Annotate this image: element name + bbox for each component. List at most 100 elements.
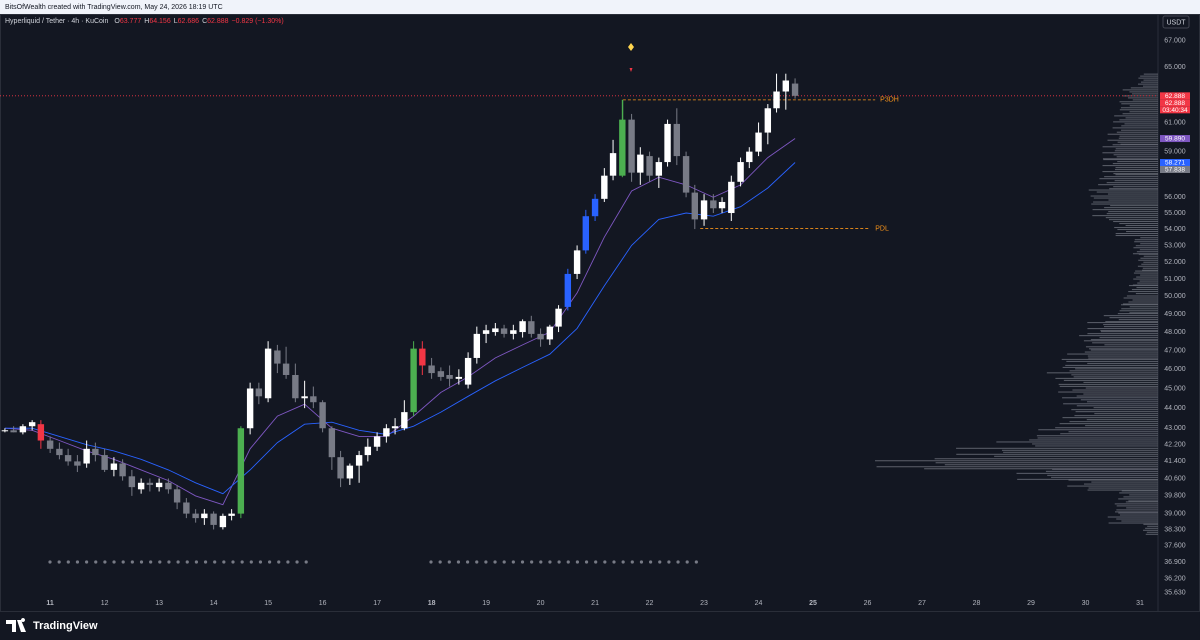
volume-profile-bar bbox=[1143, 523, 1158, 525]
volume-profile-bar bbox=[1091, 481, 1158, 483]
volume-profile-bar bbox=[1137, 282, 1158, 284]
signal-dot bbox=[139, 560, 144, 564]
candle-body bbox=[755, 132, 762, 152]
volume-profile-bar bbox=[1112, 127, 1158, 129]
volume-profile-bar bbox=[1094, 413, 1158, 415]
volume-profile-bar bbox=[1121, 129, 1158, 131]
volume-profile-bar bbox=[1133, 278, 1158, 280]
volume-profile-bar bbox=[1065, 364, 1158, 366]
y-tick-label: 53.000 bbox=[1164, 242, 1186, 249]
y-tick-label: 38.300 bbox=[1164, 526, 1186, 533]
signal-dot bbox=[584, 560, 589, 564]
volume-profile-bar bbox=[1119, 101, 1158, 103]
volume-profile-bar bbox=[1088, 189, 1158, 191]
candle-body bbox=[155, 482, 163, 488]
volume-profile-bar bbox=[1058, 383, 1158, 385]
price-label-box bbox=[1160, 92, 1190, 100]
candle-body bbox=[728, 181, 735, 214]
volume-profile-bar bbox=[1100, 330, 1158, 332]
signal-dot bbox=[594, 560, 598, 564]
volume-profile-bar bbox=[1113, 121, 1158, 123]
volume-profile-bar bbox=[1104, 344, 1158, 346]
candle-body bbox=[346, 465, 354, 479]
volume-profile-bar bbox=[1117, 313, 1158, 315]
signal-dot bbox=[295, 560, 299, 564]
candle-body bbox=[591, 198, 599, 217]
volume-profile-bar bbox=[1136, 287, 1158, 289]
volume-profile-bar bbox=[1071, 409, 1158, 411]
signal-dot bbox=[167, 560, 171, 564]
candle-body bbox=[746, 151, 753, 163]
volume-profile-bar bbox=[1140, 75, 1158, 77]
volume-profile-bar bbox=[1001, 449, 1158, 451]
volume-profile-bar bbox=[1113, 186, 1158, 188]
candle-body bbox=[437, 371, 445, 377]
currency-button[interactable] bbox=[1162, 15, 1190, 29]
signal-dot bbox=[231, 560, 235, 564]
volume-profile-bar bbox=[1090, 339, 1158, 341]
volume-profile-bar bbox=[1142, 267, 1158, 269]
volume-profile-bar bbox=[1113, 221, 1158, 223]
volume-profile-bar bbox=[1088, 357, 1158, 359]
volume-profile-bar bbox=[1121, 103, 1158, 105]
y-tick-label: 54.000 bbox=[1164, 226, 1186, 233]
candle-body bbox=[419, 348, 426, 366]
signal-dot bbox=[612, 560, 616, 564]
volume-profile-bar bbox=[1106, 213, 1158, 215]
signal-dot bbox=[603, 560, 607, 564]
volume-profile-bar bbox=[1140, 257, 1158, 259]
volume-profile-bar bbox=[1084, 483, 1158, 485]
ohlc-prefix: L bbox=[174, 18, 178, 25]
volume-profile-bar bbox=[1093, 201, 1158, 203]
price-label-box bbox=[1160, 99, 1190, 107]
x-tick-label: 18 bbox=[428, 600, 436, 607]
volume-profile-bar bbox=[1062, 366, 1158, 368]
signal-dot bbox=[447, 560, 451, 564]
signal-dot bbox=[185, 560, 189, 564]
volume-profile-bar bbox=[996, 441, 1158, 443]
x-tick-label: 29 bbox=[1027, 600, 1035, 607]
candle-body bbox=[28, 422, 36, 427]
volume-profile-bar bbox=[1083, 340, 1158, 342]
candle-body bbox=[646, 156, 653, 176]
candle-body bbox=[609, 153, 617, 176]
signal-dot bbox=[621, 560, 625, 564]
x-tick-label: 17 bbox=[373, 600, 381, 607]
volume-profile-bar bbox=[1060, 433, 1158, 435]
candle-body bbox=[328, 428, 336, 458]
signal-dot bbox=[222, 560, 226, 564]
volume-profile-bar bbox=[1129, 494, 1158, 496]
volume-profile-bar bbox=[1071, 374, 1158, 376]
brand-logo bbox=[6, 618, 26, 632]
volume-profile-bar bbox=[1119, 135, 1158, 137]
volume-profile-bar bbox=[1035, 445, 1158, 447]
y-tick-label: 43.000 bbox=[1164, 425, 1186, 432]
volume-profile-bar bbox=[924, 468, 1158, 470]
volume-profile-bar bbox=[1140, 237, 1158, 239]
level-label: P3DH bbox=[880, 97, 899, 104]
currency-label[interactable]: USDT bbox=[1166, 19, 1186, 26]
volume-profile-bar bbox=[1090, 195, 1158, 197]
x-tick-label: 11 bbox=[46, 600, 54, 607]
signal-dot bbox=[566, 560, 570, 564]
candle-body bbox=[19, 426, 27, 433]
signal-dot bbox=[466, 560, 470, 564]
volume-profile-bar bbox=[1107, 133, 1158, 135]
volume-profile-bar bbox=[1068, 479, 1158, 481]
volume-profile-bar bbox=[1061, 358, 1158, 360]
volume-profile-bar bbox=[1143, 255, 1158, 257]
signal-dot bbox=[158, 560, 162, 564]
signal-dot bbox=[530, 560, 534, 564]
candle-body bbox=[473, 333, 481, 358]
y-tick-label: 35.630 bbox=[1164, 589, 1186, 596]
volume-profile-bar bbox=[1037, 437, 1158, 439]
volume-profile-bar bbox=[1130, 87, 1158, 89]
volume-profile-bar bbox=[1059, 385, 1158, 387]
volume-profile-bar bbox=[1116, 131, 1158, 133]
volume-profile-bar bbox=[1102, 146, 1158, 148]
volume-profile-bar bbox=[1120, 107, 1158, 109]
volume-profile-bar bbox=[1068, 431, 1158, 433]
volume-profile-bar bbox=[1110, 205, 1158, 207]
volume-profile-bar bbox=[1115, 148, 1158, 150]
y-tick-label: 47.000 bbox=[1164, 347, 1186, 354]
